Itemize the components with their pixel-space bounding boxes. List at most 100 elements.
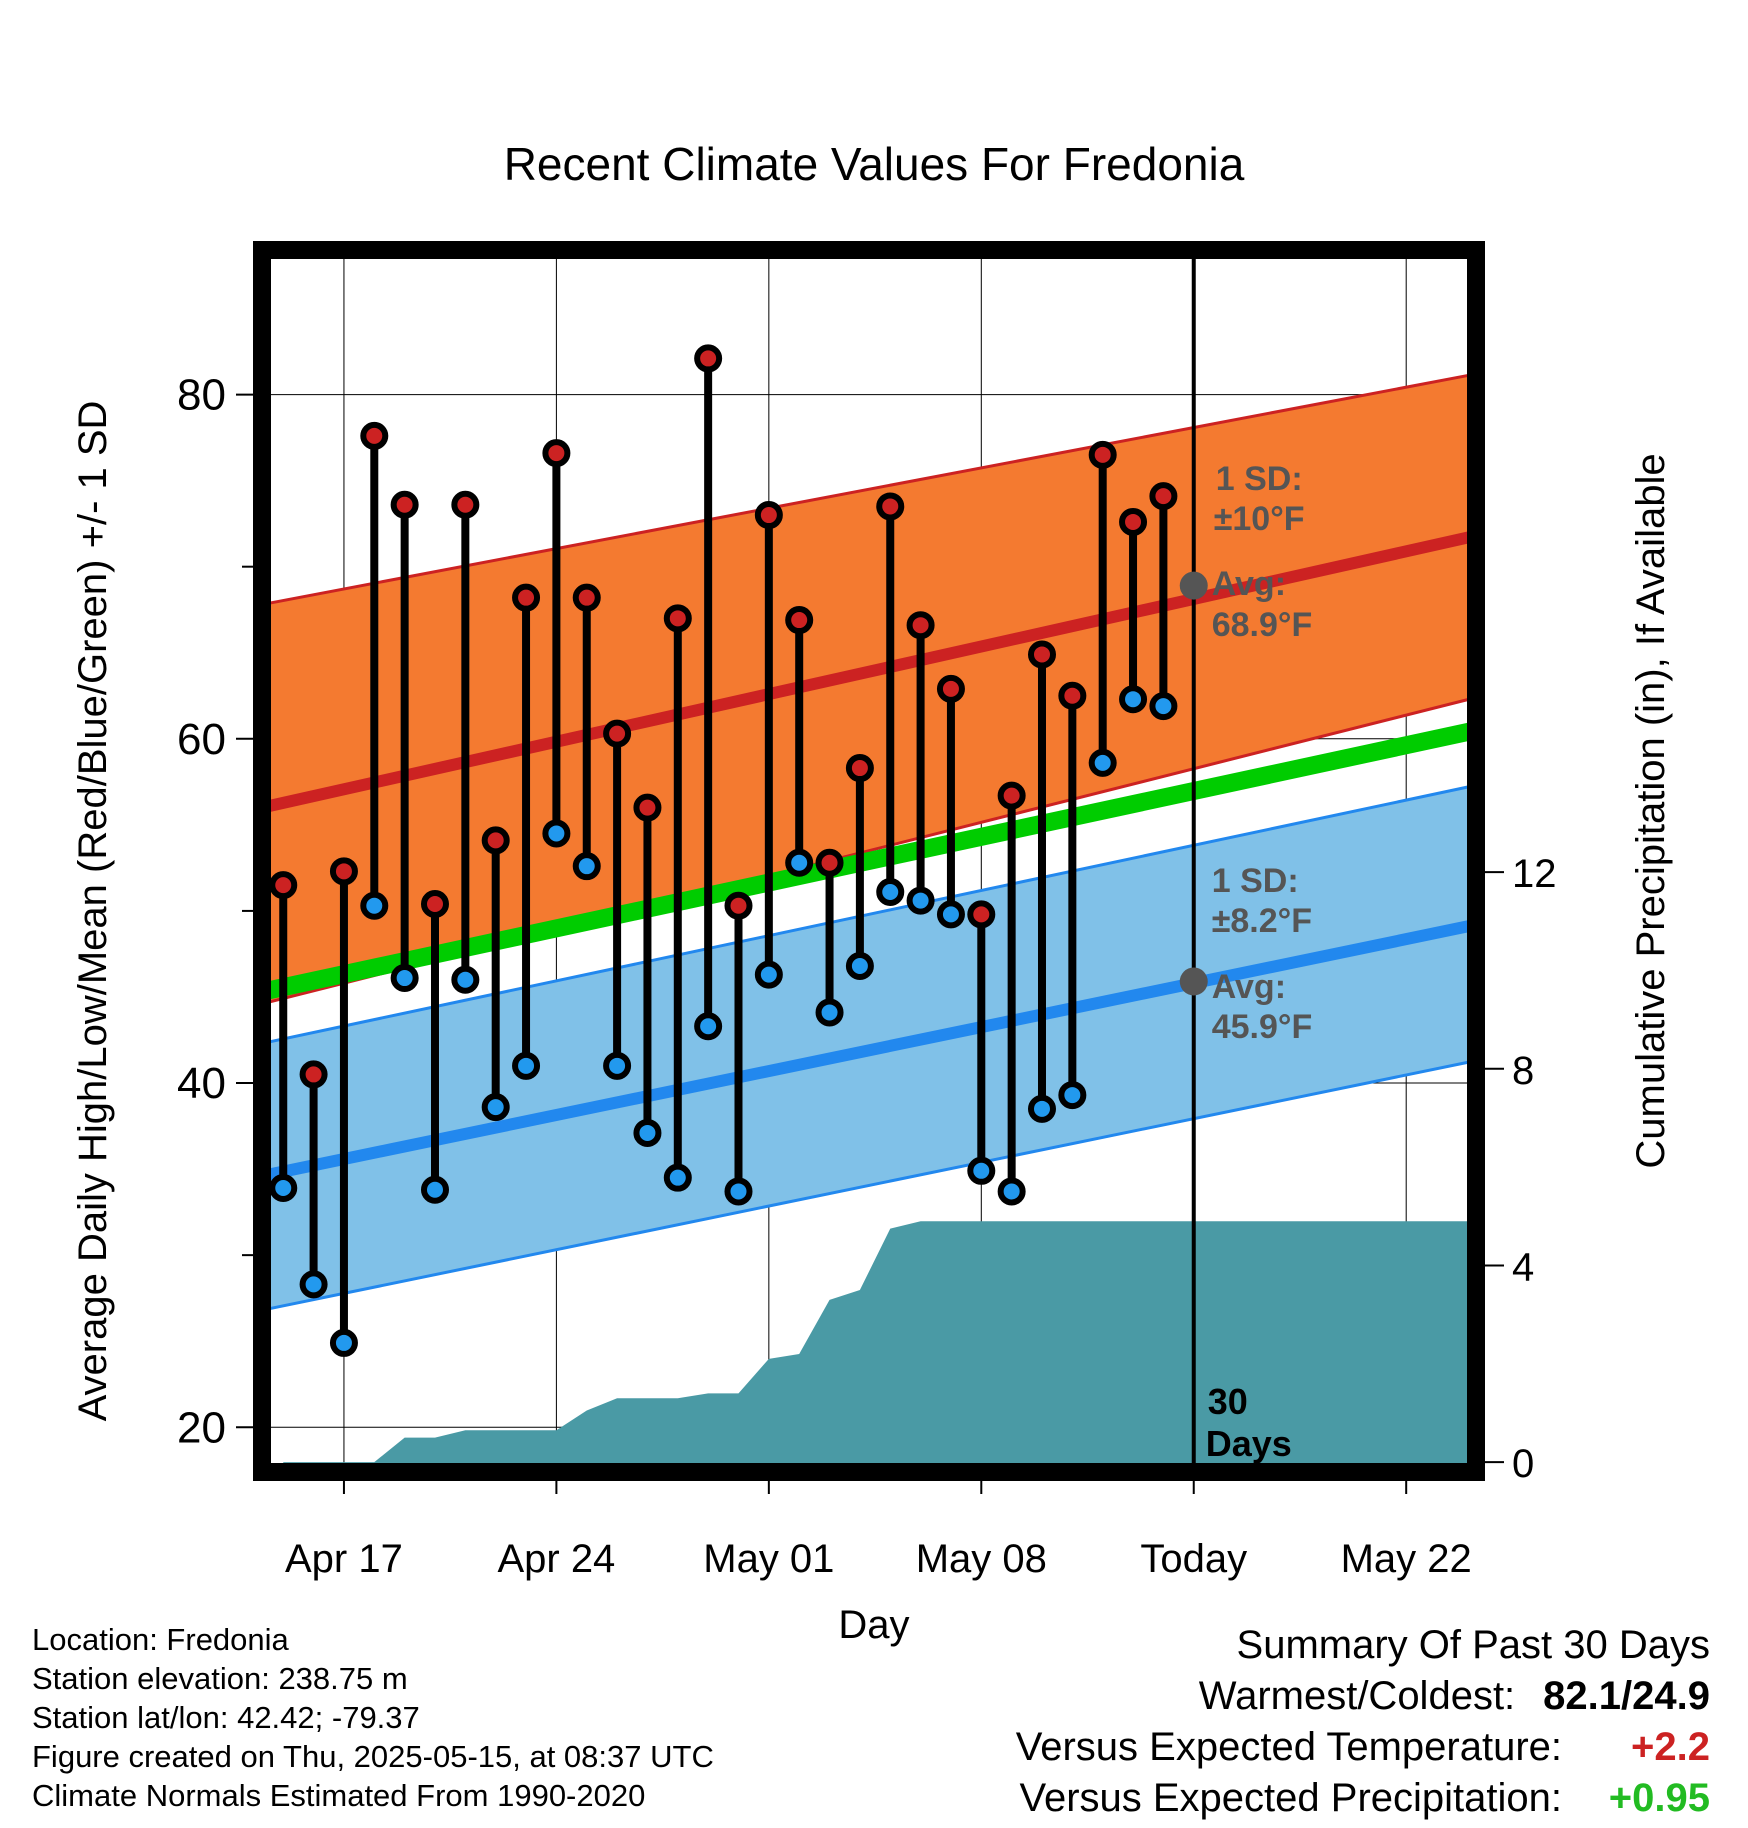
high-point [1088, 440, 1117, 469]
low-point [1027, 1094, 1056, 1123]
y-right-tick-label: 4 [1512, 1245, 1534, 1289]
low-point [390, 964, 419, 993]
high-point [694, 344, 723, 373]
created-text: Figure created on Thu, 2025-05-15, at 08… [32, 1739, 714, 1774]
low-point [1088, 748, 1117, 777]
window-label-unit: Days [1206, 1423, 1292, 1464]
normals-text: Climate Normals Estimated From 1990-2020 [32, 1778, 646, 1813]
high-point [845, 754, 874, 783]
summary-warm-cold: Warmest/Coldest: 82.1/24.9 [1016, 1671, 1710, 1722]
high-point [512, 583, 541, 612]
y-left-tick-label: 80 [177, 371, 226, 420]
y-right-tick-label: 8 [1512, 1049, 1534, 1093]
high-point [1149, 482, 1178, 511]
temp-label: Versus Expected Temperature: [1015, 1725, 1562, 1769]
high-point [603, 719, 632, 748]
low-point [542, 819, 571, 848]
low-point [754, 960, 783, 989]
low-point [1149, 692, 1178, 721]
low-point [724, 1177, 753, 1206]
low-point [299, 1270, 328, 1299]
low-avg-value: 45.9°F [1212, 1008, 1313, 1046]
low-point [1058, 1081, 1087, 1110]
summary-precip: Versus Expected Precipitation: +0.95 [1016, 1773, 1710, 1824]
high-point [1119, 507, 1148, 536]
warm-cold-value: 82.1/24.9 [1543, 1674, 1710, 1718]
summary-heading: Summary Of Past 30 Days [1236, 1623, 1710, 1667]
low-point [451, 965, 480, 994]
high-point [360, 421, 389, 450]
high-point [997, 781, 1026, 810]
summary-panel: Summary Of Past 30 Days Warmest/Coldest:… [1016, 1620, 1710, 1824]
low-point [967, 1156, 996, 1185]
temp-value: +2.2 [1631, 1725, 1710, 1769]
low-point [1119, 685, 1148, 714]
low-point [481, 1093, 510, 1122]
y-left-tick-label: 60 [177, 715, 226, 764]
high-point [572, 583, 601, 612]
high-point [754, 501, 783, 530]
station-info: Location: Fredonia Station elevation: 23… [32, 1620, 714, 1815]
low-point [329, 1328, 358, 1357]
low-sd-label: 1 SD: [1212, 862, 1299, 900]
x-tick-label: Apr 17 [285, 1537, 403, 1581]
high-avg-value: 68.9°F [1212, 606, 1313, 644]
low-point [420, 1175, 449, 1204]
high-point [1027, 640, 1056, 669]
high-avg-label: Avg: [1212, 565, 1286, 603]
low-point [572, 852, 601, 881]
low-point [512, 1051, 541, 1080]
high-point [420, 890, 449, 919]
x-tick-label: May 01 [703, 1537, 834, 1581]
high-point [451, 490, 480, 519]
low-point [694, 1012, 723, 1041]
y-left-axis-label: Average Daily High/Low/Mean (Red/Blue/Gr… [71, 401, 115, 1422]
y-left-tick-label: 40 [177, 1059, 226, 1108]
low-point [845, 951, 874, 980]
precip-label: Versus Expected Precipitation: [1019, 1776, 1562, 1820]
high-point [967, 900, 996, 929]
precip-value: +0.95 [1608, 1776, 1710, 1820]
warm-cold-label: Warmest/Coldest: [1198, 1674, 1516, 1718]
low-point [815, 998, 844, 1027]
y-right-axis-label: Cumulative Precipitation (in), If Availa… [1629, 453, 1673, 1168]
low-point [269, 1174, 298, 1203]
high-point [1058, 681, 1087, 710]
y-right-tick-label: 12 [1512, 852, 1557, 896]
low-point [603, 1051, 632, 1080]
low-point [997, 1177, 1026, 1206]
high-point [724, 891, 753, 920]
low-point [633, 1118, 662, 1147]
window-label-number: 30 [1208, 1381, 1248, 1422]
high-point [663, 604, 692, 633]
x-tick-label: Today [1140, 1537, 1247, 1581]
high-avg-marker [1179, 571, 1208, 600]
high-point [390, 490, 419, 519]
low-sd-band-upper-edge [261, 783, 1477, 1045]
high-point [633, 793, 662, 822]
plot-frame [253, 241, 1485, 1481]
high-point [906, 611, 935, 640]
high-point [936, 674, 965, 703]
high-point [269, 871, 298, 900]
high-sd-band [262, 373, 1476, 1004]
x-axis-label: Day [838, 1603, 909, 1647]
x-tick-label: May 08 [916, 1537, 1047, 1581]
high-point [785, 606, 814, 635]
low-normal-line [260, 918, 1478, 1182]
low-point [785, 848, 814, 877]
high-point [329, 857, 358, 886]
high-point [299, 1060, 328, 1089]
low-avg-label: Avg: [1212, 968, 1286, 1006]
chart-title: Recent Climate Values For Fredonia [504, 138, 1245, 190]
y-right-tick-label: 0 [1512, 1442, 1534, 1486]
low-point [360, 891, 389, 920]
low-avg-marker [1179, 967, 1208, 996]
latlon-text: Station lat/lon: 42.42; -79.37 [32, 1700, 420, 1735]
high-point [542, 439, 571, 468]
location-text: Location: Fredonia [32, 1622, 289, 1657]
precip-area [283, 1221, 1476, 1472]
low-sd-band-lower-edge [261, 1059, 1477, 1312]
low-point [876, 877, 905, 906]
